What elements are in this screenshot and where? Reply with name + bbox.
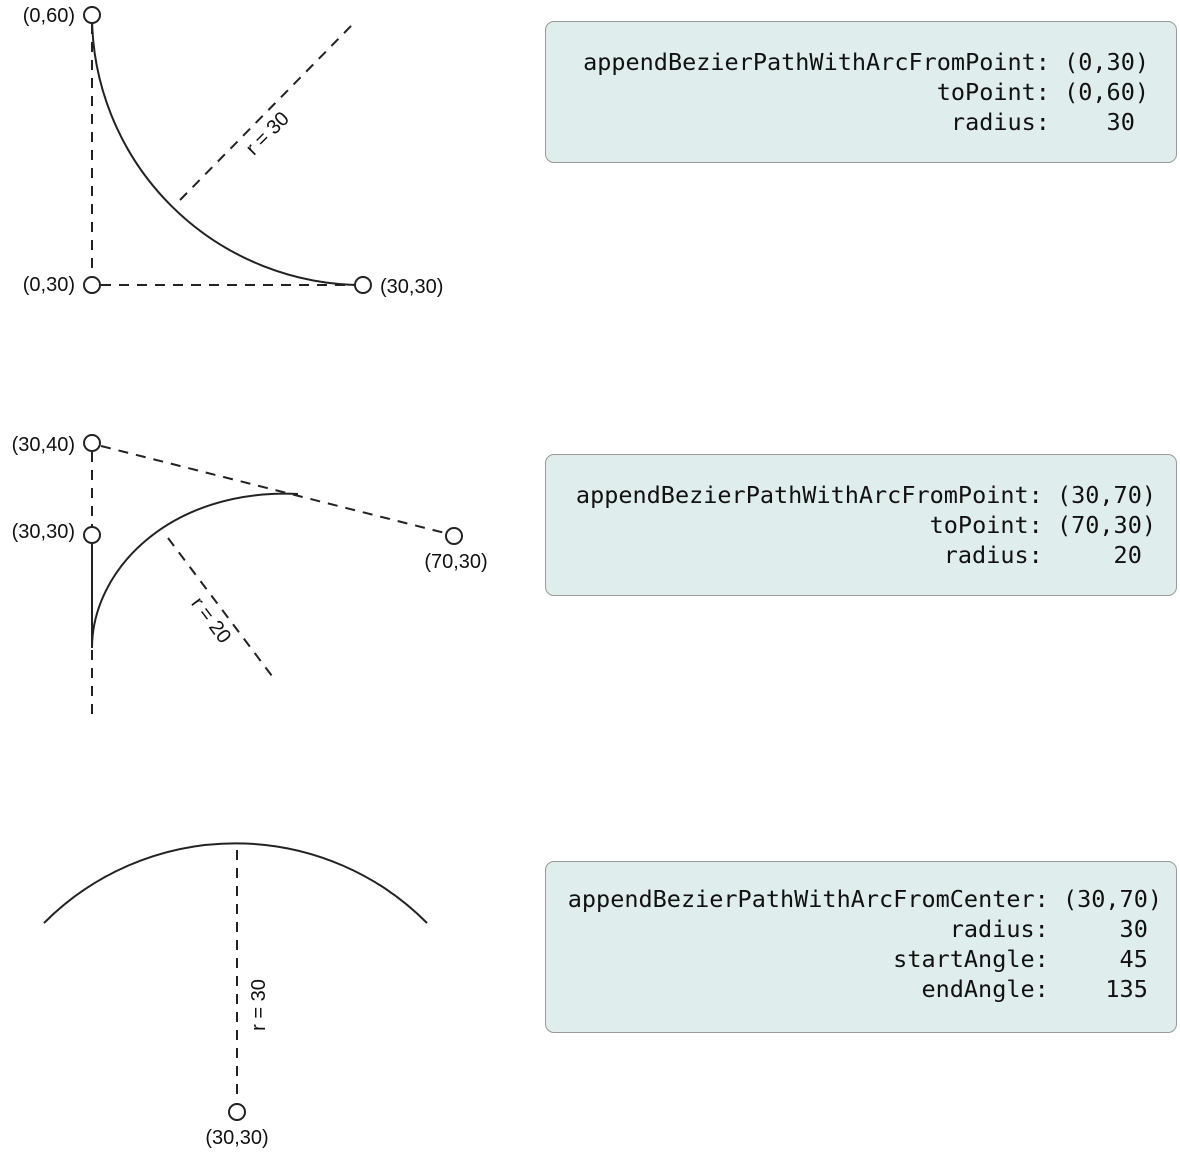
radius-label: r = 30 [248,979,270,1031]
code-line: appendBezierPathWithArcFromCenter: (30,7… [567,885,1162,913]
point-marker [354,276,372,294]
radius-line [179,24,353,201]
code-line: toPoint: (0,60) [936,78,1149,106]
code-line: radius: 30 [950,108,1149,136]
point-label: (0,60) [23,5,75,27]
code-box-arc-from-point-1: appendBezierPathWithArcFromPoint: (0,30)… [545,21,1177,163]
code-line: appendBezierPathWithArcFromPoint: (0,30) [583,48,1149,76]
code-box-arc-from-center: appendBezierPathWithArcFromCenter: (30,7… [545,861,1177,1033]
point-label: (0,30) [23,274,75,296]
point-label: (30,40) [12,434,75,456]
radius-label: r = 30 [242,108,294,160]
point-marker [228,1103,246,1121]
arc-path [43,842,428,924]
point-label: (30,30) [12,521,75,543]
code-line: endAngle: 135 [921,975,1162,1003]
arc-path [91,492,299,649]
point-label: (70,30) [424,551,487,573]
code-line: radius: 20 [943,541,1156,569]
point-marker [83,526,101,544]
guide-line [100,445,446,534]
point-marker [83,434,101,452]
radius-label: r = 20 [186,593,235,648]
radius-line [167,537,276,681]
arc-path [91,14,364,286]
code-line: radius: 30 [949,915,1162,943]
point-label: (30,30) [380,276,443,298]
code-line: toPoint: (70,30) [929,511,1156,539]
code-box-arc-from-point-2: appendBezierPathWithArcFromPoint: (30,70… [545,454,1177,596]
point-marker [83,6,101,24]
code-line: startAngle: 45 [893,945,1162,973]
point-label: (30,30) [205,1127,268,1149]
point-marker [445,527,463,545]
code-line: appendBezierPathWithArcFromPoint: (30,70… [575,481,1156,509]
point-marker [83,276,101,294]
